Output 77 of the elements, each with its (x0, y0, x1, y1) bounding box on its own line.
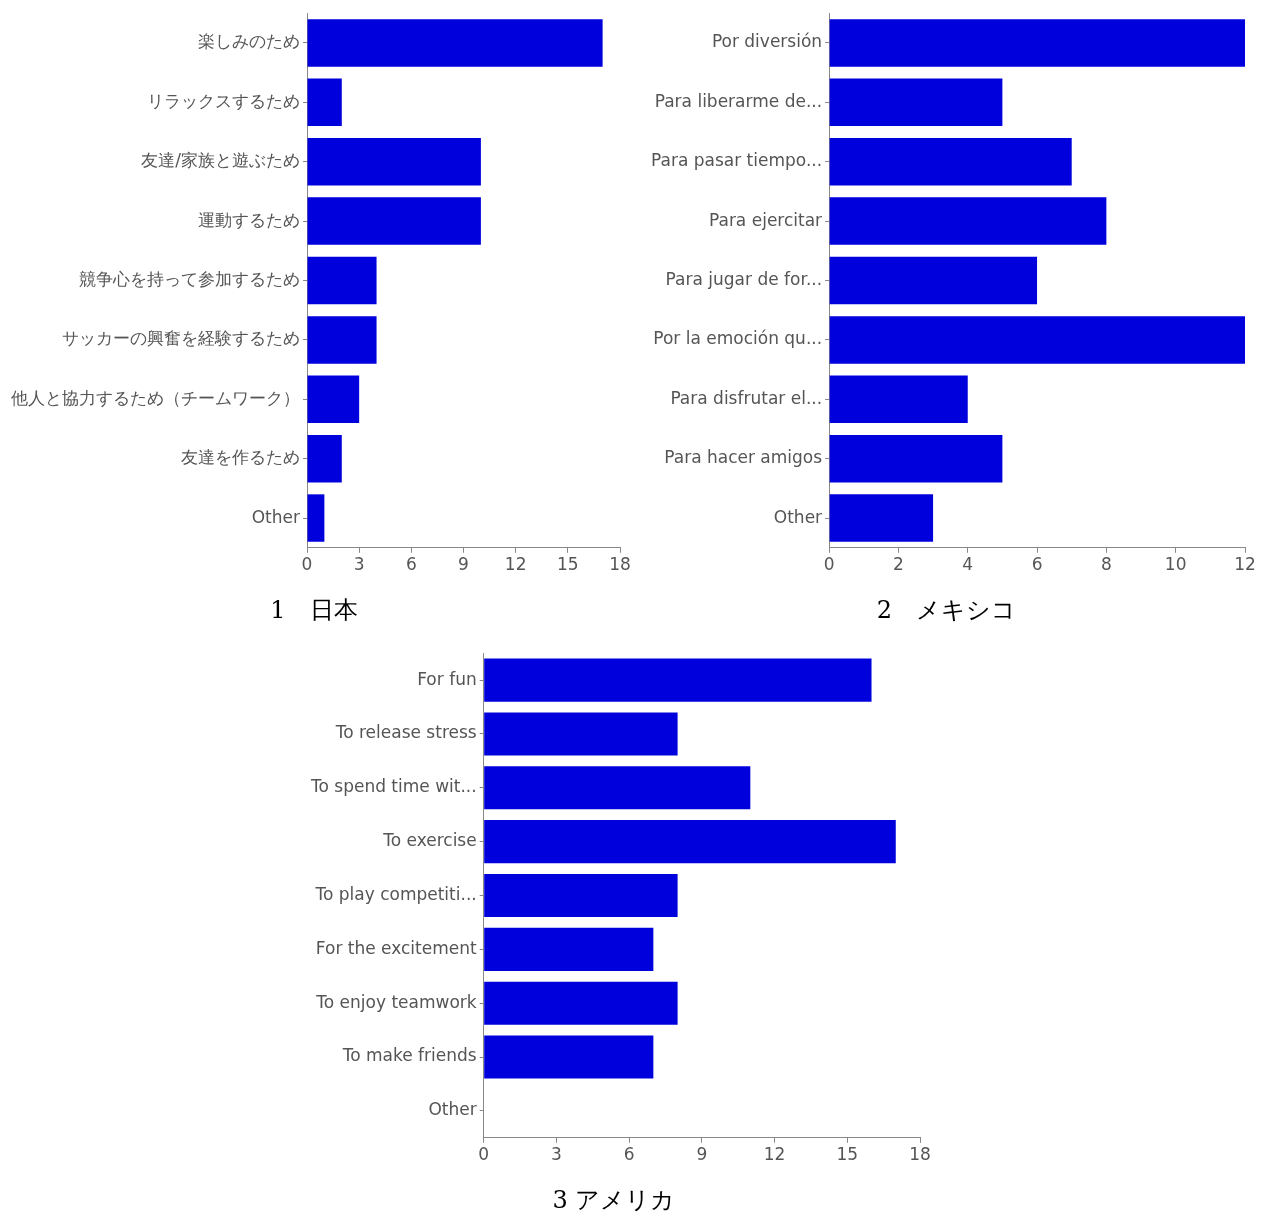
bar (307, 197, 481, 245)
x-tick-label: 3 (551, 1144, 562, 1165)
y-tick-label: For fun (417, 668, 477, 689)
y-tick-label: リラックスするため (147, 90, 300, 111)
x-tick-label: 8 (1100, 554, 1112, 575)
bar (307, 19, 603, 67)
text: 3 アメリカ (552, 1185, 676, 1214)
bar (484, 1035, 654, 1079)
y-tick-label: Para jugar de for... (665, 268, 823, 289)
bar (829, 316, 1245, 364)
x-tick-label: 2 (893, 554, 904, 575)
y-tick-label: To enjoy teamwork (315, 991, 477, 1012)
x-tick-label: 0 (823, 554, 835, 575)
y-tick-label: To exercise (382, 830, 477, 851)
bar (829, 494, 934, 542)
x-tick-label: 12 (763, 1144, 786, 1165)
x-tick-label: 12 (504, 554, 527, 575)
text: 2 メキシコ (876, 595, 1017, 624)
y-tick-label: Other (773, 506, 823, 527)
y-tick-label: To play competiti... (314, 883, 477, 904)
x-tick-label: 0 (301, 554, 313, 575)
bar (307, 316, 377, 364)
x-tick-label: 10 (1164, 554, 1187, 575)
y-tick-label: Por la emoción qu... (653, 328, 823, 349)
x-tick-label: 18 (909, 1144, 931, 1165)
bar (307, 494, 325, 542)
bar (484, 927, 654, 971)
y-tick-label: Other (251, 506, 300, 527)
x-tick-label: 12 (1234, 554, 1256, 575)
bar (484, 766, 751, 810)
y-tick-label: 楽しみのため (198, 31, 300, 52)
bar (307, 375, 360, 424)
x-tick-label: 15 (557, 554, 579, 575)
x-tick-label: 9 (458, 554, 469, 575)
y-tick-label: To release stress (334, 722, 477, 743)
bar (307, 137, 481, 186)
bar (484, 712, 678, 756)
y-tick-label: サッカーの興奮を経験するため (62, 328, 300, 349)
y-tick-label: To make friends (341, 1045, 477, 1066)
bar (829, 434, 1003, 483)
x-tick-label: 15 (836, 1144, 859, 1165)
bar (484, 658, 872, 702)
x-tick-label: 9 (696, 1144, 708, 1165)
y-tick-label: Por diversión (711, 31, 823, 52)
y-tick-label: Para disfrutar el... (670, 387, 823, 408)
bar (829, 256, 1038, 305)
y-tick-label: For the excitement (315, 937, 478, 958)
x-tick-label: 6 (1031, 554, 1043, 575)
bar (484, 873, 678, 918)
bar (829, 78, 1003, 127)
y-tick-label: Para hacer amigos (664, 447, 823, 468)
bar (829, 197, 1107, 245)
x-tick-label: 4 (962, 554, 974, 575)
x-tick-label: 18 (609, 554, 631, 575)
bar (307, 434, 342, 483)
bar (484, 820, 896, 864)
bar (484, 981, 678, 1025)
y-tick-label: 競争心を持って参加するため (79, 268, 300, 289)
x-tick-label: 3 (353, 554, 365, 575)
x-tick-label: 6 (623, 1144, 635, 1165)
y-tick-label: Para pasar tiempo... (650, 150, 823, 171)
bar (829, 375, 968, 424)
text: 1 日本 (270, 595, 358, 624)
bar (307, 256, 377, 305)
y-tick-label: Other (428, 1099, 477, 1120)
y-tick-label: To spend time wit... (309, 776, 477, 797)
y-tick-label: 友達/家族と遊ぶため (141, 150, 300, 171)
y-tick-label: 運動するため (198, 209, 300, 230)
bar (829, 19, 1245, 67)
bar (307, 78, 342, 127)
y-tick-label: Para ejercitar (708, 209, 823, 230)
y-tick-label: 友達を作るため (181, 447, 300, 468)
bar (829, 137, 1072, 186)
x-tick-label: 6 (405, 554, 417, 575)
y-tick-label: 他人と協力するため（チームワーク） (11, 387, 300, 408)
y-tick-label: Para liberarme de... (654, 90, 823, 111)
x-tick-label: 0 (478, 1144, 490, 1165)
